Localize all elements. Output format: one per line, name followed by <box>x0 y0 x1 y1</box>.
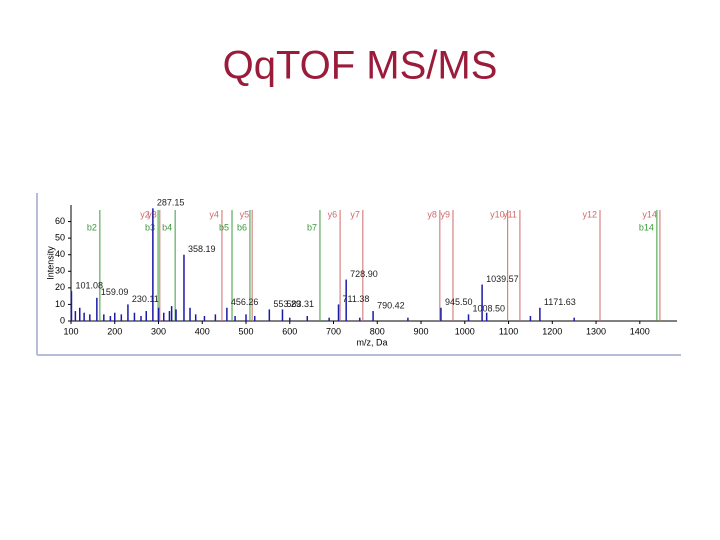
y-tick-label: 10 <box>55 299 65 309</box>
fragment-label: y2 <box>140 209 150 219</box>
peak-label: 230.11 <box>132 294 159 304</box>
fragment-label: y10 <box>490 209 505 219</box>
y-axis-label: Intensity <box>45 246 55 280</box>
fragment-label: b2 <box>87 222 97 232</box>
x-tick-label: 300 <box>151 326 166 336</box>
peak-label: 583.31 <box>286 299 314 309</box>
fragment-label: y7 <box>350 209 360 219</box>
x-tick-label: 900 <box>414 326 429 336</box>
fragment-label: b3 <box>145 222 155 232</box>
y-tick-label: 20 <box>55 282 65 292</box>
peak-label: 790.42 <box>377 300 405 310</box>
y-tick-label: 30 <box>55 266 65 276</box>
peak-label: 1008.50 <box>473 304 506 314</box>
x-tick-label: 1000 <box>455 326 475 336</box>
fragment-label: b7 <box>307 222 317 232</box>
peak-label: 945.50 <box>445 297 473 307</box>
peak-label: 728.90 <box>350 269 378 279</box>
fragment-label: y8 <box>427 209 437 219</box>
fragment-label: y9 <box>440 209 450 219</box>
y-tick-label: 0 <box>60 315 65 325</box>
fragment-label: y11 <box>503 209 517 219</box>
fragment-label: y6 <box>328 209 338 219</box>
x-tick-label: 600 <box>282 326 297 336</box>
fragment-label: y12 <box>582 209 597 219</box>
fragment-label: b6 <box>237 222 247 232</box>
y-tick-label: 60 <box>55 216 65 226</box>
slide-title: QqTOF MS/MS <box>223 44 498 88</box>
y-tick-label: 50 <box>55 233 65 243</box>
x-tick-label: 400 <box>195 326 210 336</box>
peak-label: 456.26 <box>231 297 259 307</box>
x-tick-label: 100 <box>63 326 78 336</box>
x-tick-label: 700 <box>326 326 341 336</box>
fragment-label: b5 <box>219 222 229 232</box>
x-tick-label: 1400 <box>630 326 650 336</box>
fragment-label: y14 <box>642 209 657 219</box>
x-tick-label: 1300 <box>586 326 606 336</box>
x-axis-label: m/z, Da <box>356 337 387 347</box>
peak-label: 553.29 <box>273 299 301 309</box>
x-tick-label: 500 <box>239 326 254 336</box>
peak-label: 287.15 <box>157 198 185 208</box>
fragment-label: y5 <box>240 209 250 219</box>
peak-label: 1171.63 <box>544 297 576 307</box>
fragment-label: y4 <box>209 209 219 219</box>
peak-label: 101.08 <box>75 281 103 291</box>
peak-label: 358.19 <box>188 244 216 254</box>
x-tick-label: 200 <box>107 326 122 336</box>
x-tick-label: 800 <box>370 326 385 336</box>
fragment-label: y3 <box>147 209 157 219</box>
x-tick-label: 1200 <box>542 326 562 336</box>
peak-label: 159.09 <box>101 287 129 297</box>
fragment-label: b14 <box>639 222 654 232</box>
fragment-label: b4 <box>162 222 172 232</box>
peak-label: 711.38 <box>343 294 370 304</box>
peak-label: 1039.57 <box>486 274 519 284</box>
x-tick-label: 1100 <box>499 326 518 336</box>
y-tick-label: 40 <box>55 249 65 259</box>
